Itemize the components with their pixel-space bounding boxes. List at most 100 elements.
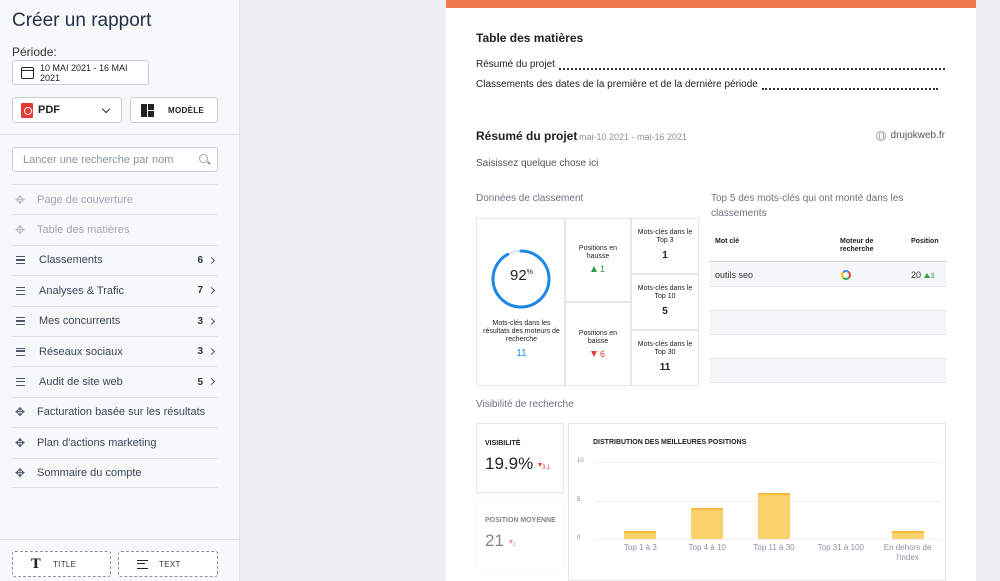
template-label: MODÈLE bbox=[168, 105, 205, 115]
average-position-value: 21 1 bbox=[485, 531, 516, 550]
chart-title: DISTRIBUTION DES MEILLEURES POSITIONS bbox=[593, 439, 747, 446]
divider bbox=[0, 539, 240, 540]
position-cell: 20 3 bbox=[911, 270, 935, 280]
format-dropdown[interactable]: PDF bbox=[12, 97, 122, 123]
list-icon bbox=[16, 317, 25, 326]
average-position-title: POSITION MOYENNE bbox=[485, 517, 556, 524]
positions-down-label: Positions en baisse bbox=[578, 330, 618, 345]
title-icon: T bbox=[31, 556, 41, 572]
chart-bar bbox=[758, 492, 790, 539]
positions-up-value: 1 bbox=[566, 264, 630, 274]
positions-up-label: Positions en hausse bbox=[578, 245, 618, 260]
arrow-up-icon bbox=[590, 266, 597, 272]
search-input[interactable]: Lancer une recherche par nom bbox=[12, 147, 218, 172]
move-icon: ✥ bbox=[14, 192, 26, 207]
report-preview: Table des matières Résumé du projet Clas… bbox=[446, 0, 976, 581]
sidebar-item-label: Analyses & Trafic bbox=[39, 284, 124, 297]
add-text-label: TEXT bbox=[159, 559, 181, 569]
sidebar-item-label: Plan d'actions marketing bbox=[37, 436, 157, 449]
positions-down-value: 6 bbox=[566, 349, 630, 359]
period-label: Période: bbox=[12, 45, 57, 59]
sidebar-item[interactable]: ✥ Sommaire du compte bbox=[12, 457, 218, 488]
x-tick-label: Top 1 à 3 bbox=[623, 543, 657, 552]
grid-line bbox=[595, 462, 941, 463]
top10-value: 5 bbox=[662, 306, 668, 317]
x-tick-label: Top 4 à 10 bbox=[688, 543, 726, 552]
move-icon: ✥ bbox=[14, 223, 26, 238]
sidebar-item[interactable]: Réseaux sociaux 3 bbox=[12, 335, 218, 366]
visibility-value: 19.9% 3.1 bbox=[485, 454, 551, 473]
sidebar-item[interactable]: Analyses & Trafic 7 bbox=[12, 275, 218, 305]
sections-list: ✥ Page de couverture ✥ Table des matières Cl… bbox=[12, 184, 218, 488]
add-title-label: TITLE bbox=[52, 559, 77, 569]
sidebar-item-label: Page de couverture bbox=[37, 193, 134, 206]
sidebar-item-count: 5 bbox=[197, 376, 203, 388]
sidebar-item[interactable]: Classements 6 bbox=[12, 244, 218, 275]
sidebar-item-label: Sommaire du compte bbox=[37, 466, 142, 479]
arrow-up-icon bbox=[923, 273, 930, 278]
grid-line bbox=[595, 539, 941, 540]
move-icon: ✥ bbox=[14, 465, 26, 480]
accent-bar bbox=[446, 0, 976, 8]
list-icon bbox=[16, 378, 25, 387]
chevron-down-icon bbox=[101, 104, 111, 114]
template-button[interactable]: MODÈLE bbox=[130, 97, 218, 123]
gauge-caption: Mots-clés dans les résultats des moteurs… bbox=[483, 320, 560, 343]
sidebar-item[interactable]: Audit de site web 5 bbox=[12, 366, 218, 396]
visibility-card: VISIBILITÉ 19.9% 3.1 bbox=[476, 423, 564, 493]
date-range-button[interactable]: 10 MAI 2021 - 16 MAI 2021 bbox=[12, 60, 149, 85]
sidebar-item-label: Classements bbox=[39, 254, 103, 267]
arrow-down-icon bbox=[508, 539, 513, 544]
positions-down-card: Positions en baisse 6 bbox=[565, 302, 631, 386]
gauge-card: 92% Mots-clés dans les résultats des mot… bbox=[476, 218, 565, 386]
sidebar-item-count: 3 bbox=[197, 346, 203, 358]
format-label: PDF bbox=[38, 104, 60, 116]
table-row bbox=[710, 287, 946, 311]
project-domain: drujokweb.fr bbox=[875, 130, 945, 141]
sidebar-title: Créer un rapport bbox=[12, 10, 152, 31]
globe-icon bbox=[875, 130, 886, 141]
chevron-right-icon bbox=[207, 347, 216, 355]
domain-text: drujokweb.fr bbox=[890, 130, 945, 141]
pdf-icon bbox=[21, 102, 33, 118]
sidebar-item-count: 7 bbox=[197, 285, 203, 297]
list-icon bbox=[16, 256, 25, 265]
move-icon: ✥ bbox=[14, 435, 26, 450]
sidebar-item[interactable]: Mes concurrents 3 bbox=[12, 305, 218, 336]
chevron-right-icon bbox=[207, 317, 216, 325]
keyword-cell: outils seo bbox=[715, 270, 754, 280]
sidebar-item-label: Table des matières bbox=[37, 224, 130, 237]
sidebar-item[interactable]: ✥ Facturation basée sur les résultats bbox=[12, 396, 218, 427]
sidebar-item[interactable]: ✥ Plan d'actions marketing bbox=[12, 427, 218, 457]
y-tick-label: 10 bbox=[577, 458, 584, 464]
editable-text[interactable]: Saisissez quelque chose ici bbox=[476, 158, 599, 169]
toc-entry[interactable]: Classements des dates de la première et … bbox=[476, 79, 938, 90]
x-tick-label: Top 31 à 100 bbox=[817, 543, 864, 552]
sidebar-item-count: 3 bbox=[197, 315, 203, 327]
sidebar-item[interactable]: ✥ Page de couverture bbox=[12, 184, 218, 214]
ranking-label: Données de classement bbox=[476, 193, 584, 204]
sidebar-item-label: Mes concurrents bbox=[39, 315, 121, 328]
col-engine: Moteur de recherche bbox=[840, 238, 874, 253]
table-row bbox=[710, 311, 946, 335]
col-keyword: Mot clé bbox=[715, 238, 740, 245]
chart-bar bbox=[624, 531, 657, 539]
add-text-button[interactable]: TEXT bbox=[118, 551, 218, 577]
toc-entry-label: Résumé du projet bbox=[476, 59, 555, 70]
positions-up-card: Positions en hausse 1 bbox=[565, 218, 631, 302]
toc-entry-label: Classements des dates de la première et … bbox=[476, 79, 758, 90]
table-row bbox=[710, 335, 946, 359]
top3-value: 1 bbox=[662, 250, 668, 261]
top10-card: Mots-clés dans le Top 10 5 bbox=[631, 274, 699, 330]
add-title-button[interactable]: T TITLE bbox=[12, 551, 111, 577]
summary-title: Résumé du projet bbox=[476, 129, 578, 143]
sidebar-item-label: Réseaux sociaux bbox=[39, 345, 123, 358]
google-icon bbox=[841, 270, 851, 280]
template-icon bbox=[141, 103, 154, 117]
distribution-chart: DISTRIBUTION DES MEILLEURES POSITIONS 0 5… bbox=[568, 423, 946, 581]
table-row: outils seo 20 3 bbox=[710, 263, 946, 287]
toc-entry[interactable]: Résumé du projet bbox=[476, 59, 945, 70]
top3-label: Mots-clés dans le Top 3 bbox=[637, 229, 693, 244]
sidebar-item[interactable]: ✥ Table des matières bbox=[12, 214, 218, 244]
top30-card: Mots-clés dans le Top 30 11 bbox=[631, 330, 699, 386]
